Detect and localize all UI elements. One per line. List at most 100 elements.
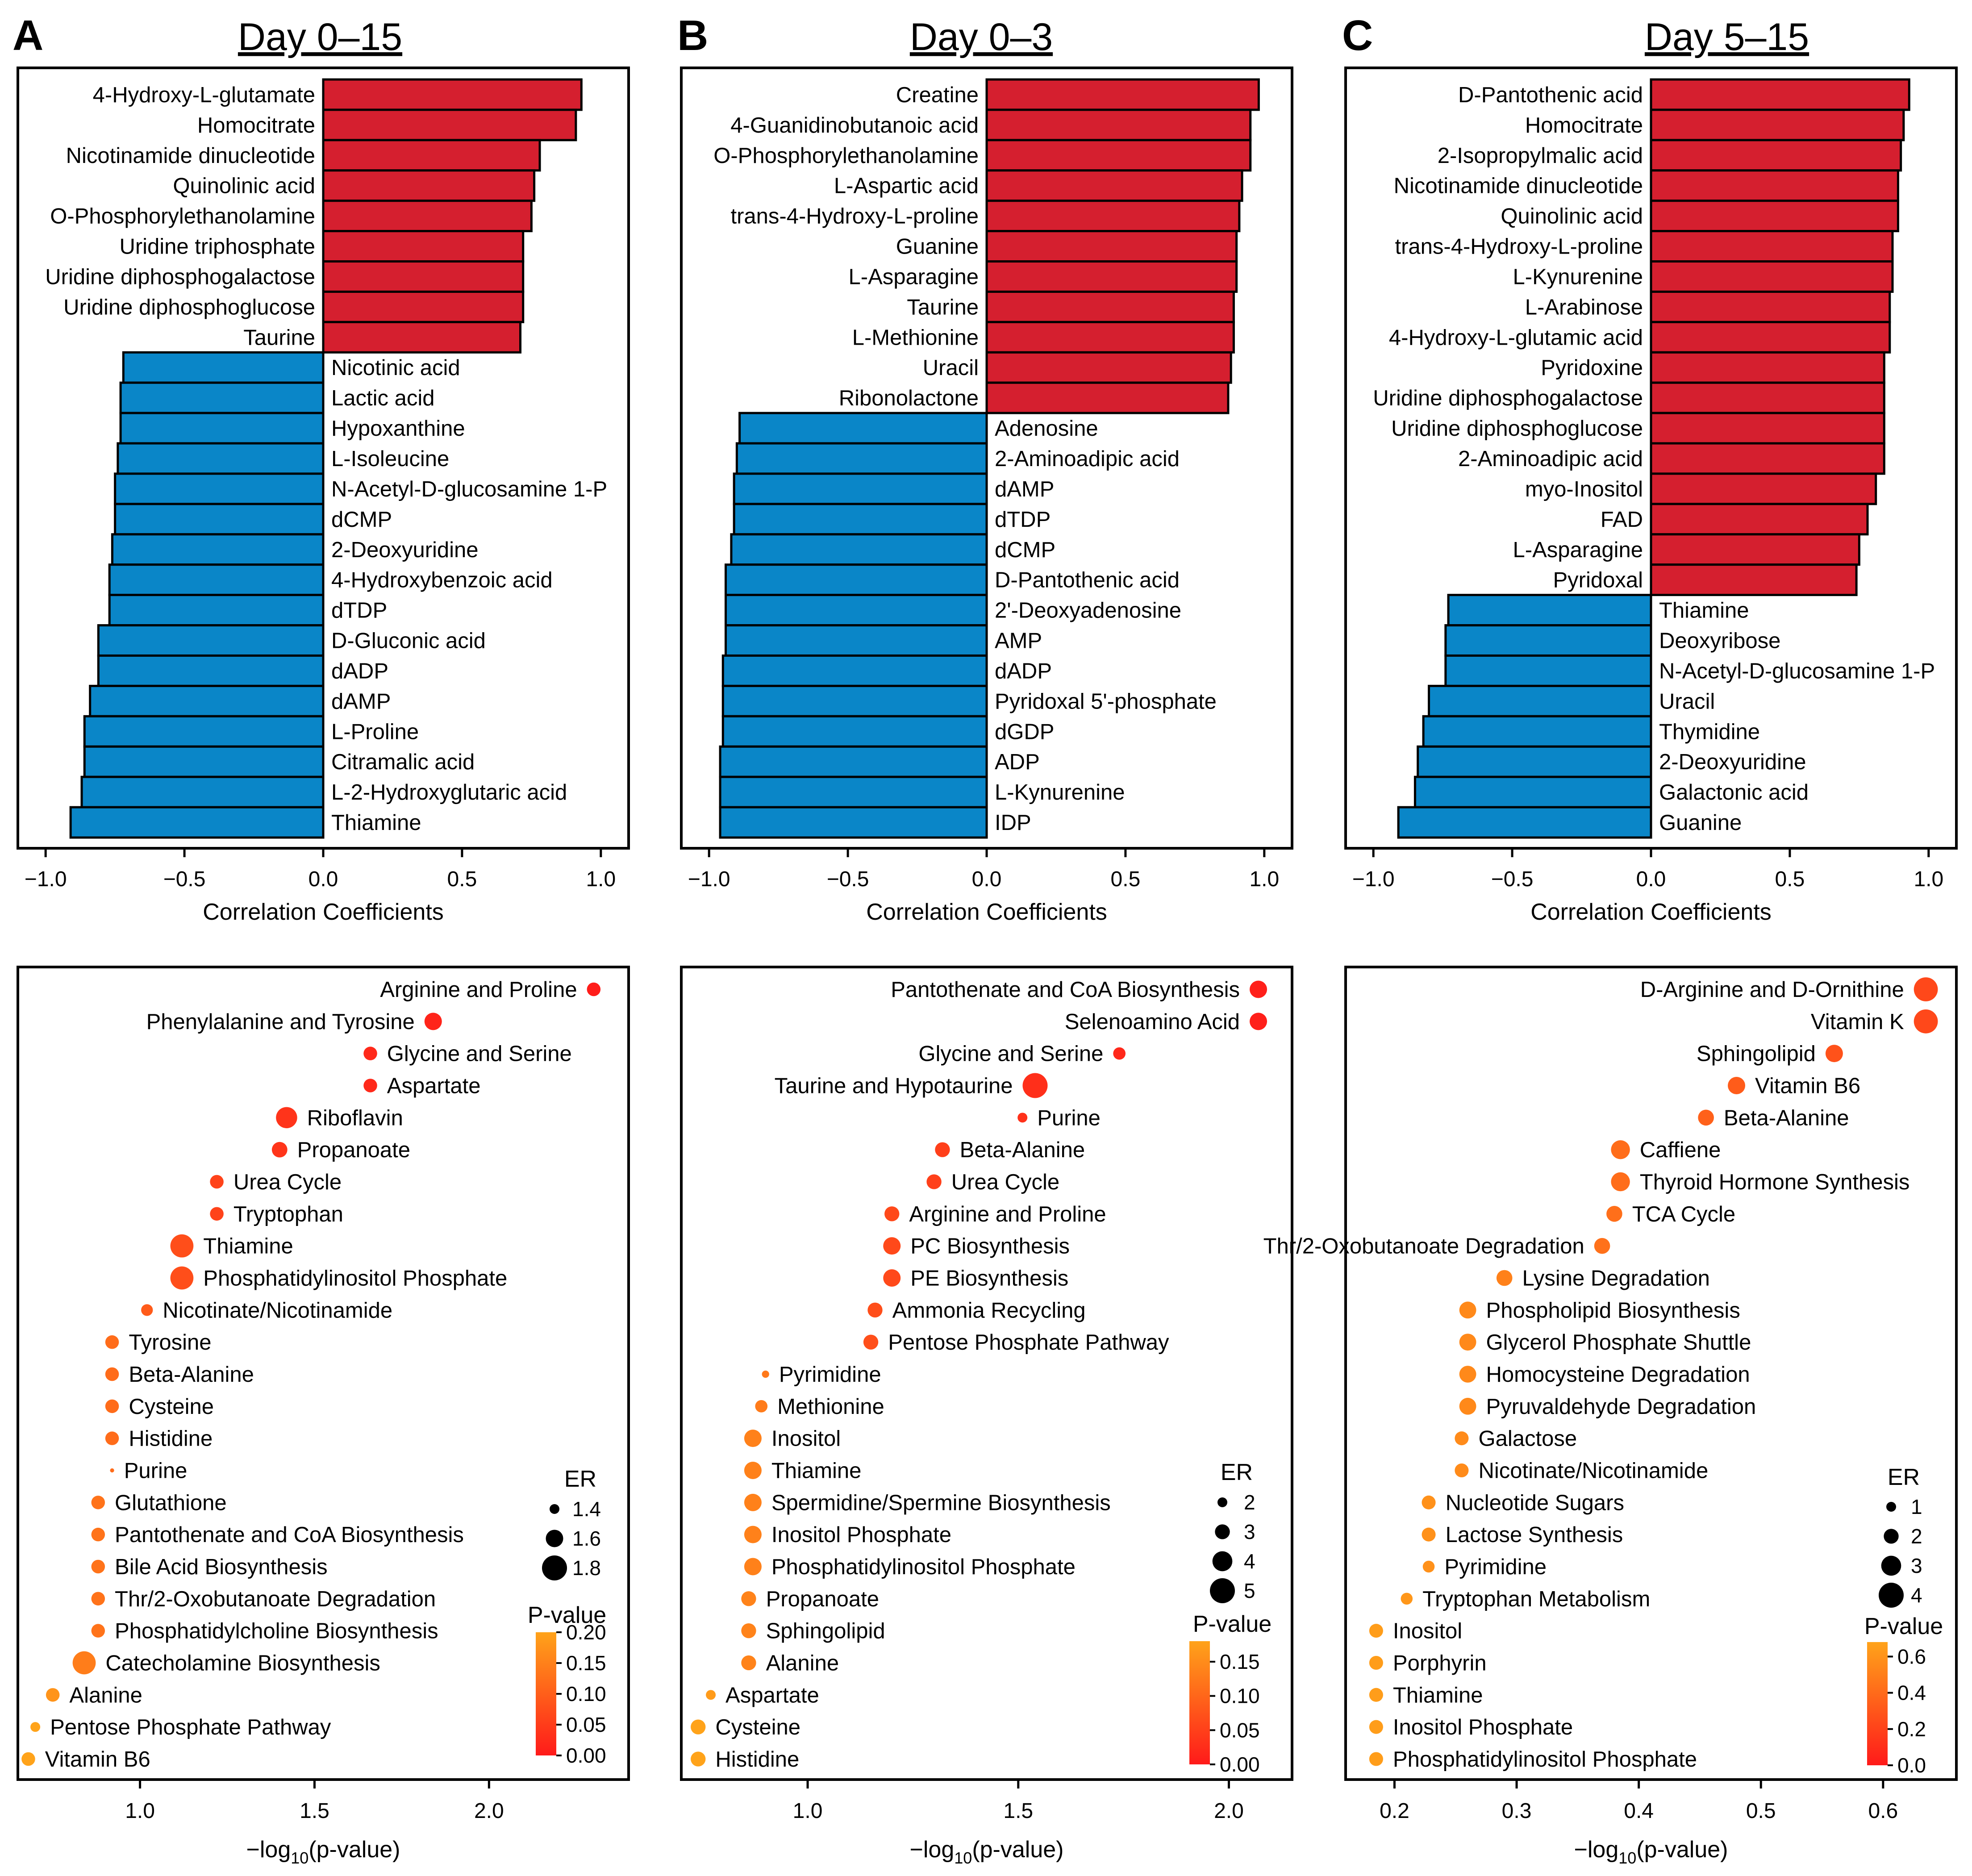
- dot-label-b-14: Methionine: [777, 1395, 884, 1419]
- dot-label-c-24: Inositol Phosphate: [1393, 1715, 1573, 1739]
- dot-label-b-1: Pantothenate and CoA Biosynthesis: [891, 978, 1240, 1002]
- bar-c-6: [1650, 230, 1894, 263]
- dot-b-1: [1250, 980, 1267, 998]
- bar-a-20: [97, 654, 325, 687]
- bar-label-b-23: ADP: [995, 750, 1040, 774]
- bar-b-13: [735, 442, 988, 475]
- bar-c-20: [1444, 654, 1652, 687]
- bar-label-a-5: O-Phosphorylethanolamine: [50, 204, 315, 229]
- bar-c-15: [1650, 503, 1869, 536]
- bar-label-a-11: Lactic acid: [331, 386, 435, 410]
- dot-a-12: [105, 1335, 119, 1349]
- dot-tick-label-b-2: 1.5: [1003, 1799, 1033, 1823]
- dot-b-8: [884, 1206, 900, 1221]
- bar-label-a-9: Taurine: [243, 325, 315, 350]
- dot-label-b-15: Inositol: [771, 1427, 841, 1451]
- bar-label-b-24: L-Kynurenine: [995, 780, 1125, 805]
- bar-b-22: [721, 715, 988, 748]
- er-legend-dot-c-2: [1884, 1529, 1899, 1544]
- bar-a-22: [83, 715, 325, 748]
- bar-label-a-10: Nicotinic acid: [331, 356, 460, 380]
- dot-label-a-25: Vitamin B6: [45, 1747, 150, 1772]
- bar-label-c-20: N-Acetyl-D-glucosamine 1-P: [1659, 659, 1935, 683]
- dot-label-c-25: Phosphatidylinositol Phosphate: [1393, 1747, 1697, 1772]
- bar-label-c-5: Quinolinic acid: [1501, 204, 1643, 229]
- dot-a-18: [91, 1527, 105, 1542]
- pvalue-legend-label-b-1: 0.15: [1220, 1650, 1260, 1673]
- bar-label-c-3: 2-Isopropylmalic acid: [1438, 144, 1643, 168]
- dot-b-19: [744, 1558, 762, 1576]
- bar-c-11: [1650, 381, 1885, 414]
- dot-b-4: [1022, 1073, 1048, 1098]
- bar-label-c-13: 2-Aminoadipic acid: [1458, 447, 1643, 471]
- pvalue-legend-label-c-2: 0.4: [1897, 1681, 1926, 1705]
- bar-a-4: [322, 169, 536, 202]
- bar-b-6: [985, 230, 1238, 263]
- dot-label-b-22: Alanine: [766, 1651, 839, 1676]
- panel-title-c: Day 5–15: [1645, 16, 1809, 58]
- bar-c-9: [1650, 321, 1891, 354]
- er-legend-label-b-1: 2: [1244, 1491, 1255, 1514]
- bar-label-b-14: dAMP: [995, 477, 1054, 501]
- bar-label-c-14: myo-Inositol: [1525, 477, 1643, 501]
- dot-a-6: [271, 1142, 288, 1158]
- bar-b-3: [985, 139, 1252, 172]
- dot-b-9: [883, 1237, 901, 1255]
- bar-label-c-18: Thiamine: [1659, 599, 1749, 623]
- dot-chart-c-frame: [1344, 966, 1958, 1781]
- dot-label-b-9: PC Biosynthesis: [910, 1234, 1070, 1259]
- pvalue-legend-label-c-4: 0.0: [1897, 1754, 1926, 1777]
- dot-b-24: [691, 1719, 706, 1734]
- er-legend-label-c-2: 2: [1911, 1525, 1922, 1548]
- dot-label-a-19: Bile Acid Biosynthesis: [115, 1555, 328, 1579]
- dot-label-c-14: Pyruvaldehyde Degradation: [1486, 1395, 1756, 1419]
- bar-a-19: [97, 624, 325, 657]
- dot-b-7: [926, 1174, 942, 1189]
- dot-a-8: [210, 1207, 224, 1221]
- bar-a-11: [119, 381, 325, 414]
- dot-a-9: [170, 1234, 194, 1258]
- dot-c-4: [1728, 1077, 1746, 1094]
- dot-label-a-16: Purine: [124, 1459, 188, 1483]
- bar-label-b-5: trans-4-Hydroxy-L-proline: [730, 204, 979, 229]
- bar-label-c-24: Galactonic acid: [1659, 780, 1809, 805]
- bar-label-c-1: D-Pantothenic acid: [1458, 83, 1643, 107]
- bar-label-c-10: Pyridoxine: [1541, 356, 1643, 380]
- bar-a-13: [117, 442, 325, 475]
- dot-c-21: [1369, 1624, 1383, 1638]
- bar-label-a-8: Uridine diphosphoglucose: [63, 295, 315, 319]
- dot-a-24: [30, 1722, 41, 1732]
- bar-b-4: [985, 169, 1243, 202]
- bar-a-12: [119, 412, 325, 445]
- bar-c-8: [1650, 290, 1891, 323]
- er-legend-label-c-1: 1: [1911, 1495, 1922, 1518]
- bar-tick-label-a-4: 0.5: [447, 867, 477, 891]
- dot-label-b-13: Pyrimidine: [779, 1363, 881, 1387]
- pvalue-legend-label-b-2: 0.10: [1220, 1684, 1260, 1708]
- panel-letter-c: C: [1342, 12, 1373, 59]
- bar-c-25: [1397, 806, 1652, 839]
- er-legend-dot-c-1: [1886, 1502, 1896, 1512]
- dot-tick-label-b-1: 1.0: [793, 1799, 823, 1823]
- bar-label-a-19: D-Gluconic acid: [331, 629, 486, 653]
- dot-label-a-20: Thr/2-Oxobutanoate Degradation: [115, 1587, 436, 1611]
- bar-c-21: [1428, 684, 1652, 717]
- er-legend-dot-c-3: [1881, 1555, 1901, 1576]
- bar-tick-label-a-2: −0.5: [163, 867, 206, 891]
- bar-a-7: [322, 260, 525, 293]
- dot-label-c-16: Nicotinate/Nicotinamide: [1478, 1459, 1708, 1483]
- bar-label-a-7: Uridine diphosphogalactose: [45, 265, 315, 289]
- bar-label-c-17: Pyridoxal: [1553, 568, 1643, 592]
- dot-a-11: [141, 1304, 153, 1316]
- dot-label-c-19: Pyrimidine: [1444, 1555, 1547, 1579]
- dot-label-b-7: Urea Cycle: [951, 1170, 1059, 1194]
- dot-label-a-9: Thiamine: [203, 1234, 293, 1259]
- bar-label-c-9: 4-Hydroxy-L-glutamic acid: [1389, 325, 1643, 350]
- bar-label-a-15: dCMP: [331, 508, 392, 532]
- bar-a-17: [108, 563, 325, 596]
- bar-chart-a-xlabel: Correlation Coefficients: [203, 899, 444, 925]
- dot-label-a-14: Cysteine: [129, 1395, 214, 1419]
- pvalue-colorbar-a: [536, 1632, 556, 1755]
- er-legend-label-b-3: 4: [1244, 1550, 1255, 1573]
- dot-label-b-21: Sphingolipid: [766, 1619, 885, 1643]
